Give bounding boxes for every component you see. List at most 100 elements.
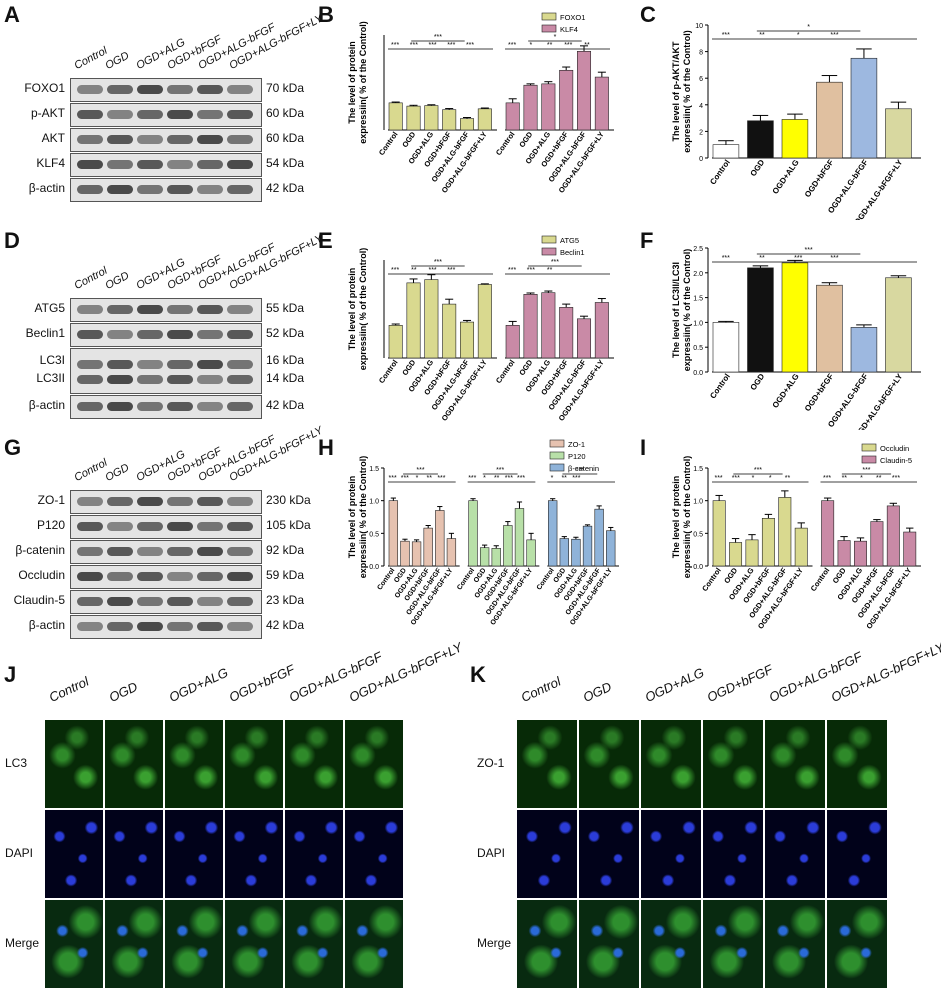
blot-band — [227, 185, 253, 194]
category-label: Control — [708, 372, 732, 400]
bar — [577, 50, 592, 131]
micro-tile — [579, 900, 639, 988]
blot-band — [77, 135, 103, 144]
bar — [406, 105, 421, 131]
panel-letter-b: B — [318, 2, 334, 27]
blot-kda-label: 105 kDa — [266, 518, 311, 532]
micro-tile — [517, 900, 577, 988]
blot-kda-label: 55 kDa — [266, 301, 305, 315]
blot-band — [167, 85, 193, 94]
panel-letter-d: D — [4, 228, 20, 253]
bar — [548, 500, 558, 567]
bar — [729, 542, 743, 567]
micro-tile — [641, 810, 701, 898]
blot-kda-label: 14 kDa — [266, 370, 305, 385]
blot-band — [197, 572, 223, 581]
blot-kda-label: 52 kDa — [266, 326, 305, 340]
blot-band — [107, 375, 133, 385]
blot-band — [197, 402, 223, 411]
category-label: OGD+ALG — [771, 158, 801, 196]
y-tick-label: 0 — [699, 156, 703, 163]
blot-band — [77, 622, 103, 631]
legend-label: ZO-1 — [568, 440, 585, 449]
legend-label: P120 — [568, 452, 586, 461]
bar-chart-i: The level of proteinexpressiin( % of the… — [671, 443, 921, 631]
sig-label: *** — [391, 42, 399, 49]
blot-band — [107, 360, 133, 369]
sig-label: *** — [391, 267, 399, 274]
blot-kda-label: 16 kDa — [266, 353, 305, 368]
blot-kda-label: 59 kDa — [266, 568, 305, 582]
legend-label: KLF4 — [560, 25, 578, 34]
category-label: OGD+bFGF — [803, 372, 836, 413]
y-tick-label: 1.5 — [693, 296, 703, 303]
blot-band — [227, 402, 253, 411]
blot-band — [77, 185, 103, 194]
sig-label: ** — [547, 42, 553, 49]
micro-tile — [579, 720, 639, 808]
sig-label: ** — [584, 42, 590, 49]
blot-strip — [70, 590, 262, 614]
sig-label: * — [529, 42, 532, 49]
bar — [406, 282, 421, 359]
panel-letter-h: H — [318, 435, 334, 460]
blot-band — [227, 497, 253, 506]
bar — [505, 102, 520, 131]
blot-kda-label: 23 kDa — [266, 593, 305, 607]
sig-label: *** — [466, 42, 474, 49]
bar — [505, 325, 520, 359]
blot-strip — [70, 128, 262, 152]
bar — [885, 108, 912, 159]
blot-band — [227, 597, 253, 606]
y-axis-label-line: The level of protein — [347, 476, 357, 559]
blot-band — [197, 375, 223, 385]
legend-swatch — [541, 24, 557, 33]
blot-protein-label: β-actin — [28, 618, 65, 632]
micro-tile — [827, 810, 887, 898]
blot-band — [167, 622, 193, 631]
sig-label: *** — [389, 475, 397, 482]
blot-band — [167, 305, 193, 314]
panel-letter-e: E — [318, 228, 333, 253]
sig-label: *** — [527, 267, 535, 274]
micro-tile — [579, 810, 639, 898]
bar — [778, 497, 792, 567]
blot-band — [137, 522, 163, 531]
sig-label: *** — [722, 255, 730, 262]
sig-label: ** — [842, 475, 848, 482]
y-tick-label: 1.0 — [693, 320, 703, 327]
sig-label: *** — [517, 475, 525, 482]
blot-band — [137, 402, 163, 411]
sig-label: *** — [576, 467, 584, 474]
micro-tile — [45, 900, 103, 988]
blot-band — [167, 547, 193, 556]
sig-label: *** — [892, 475, 900, 482]
legend-label: Beclin1 — [560, 248, 585, 257]
blot-band — [137, 135, 163, 144]
micro-tile — [827, 900, 887, 988]
micro-row-label: Merge — [5, 936, 40, 950]
blot-band — [167, 402, 193, 411]
blot-kda-label: 42 kDa — [266, 181, 305, 195]
blot-band — [77, 497, 103, 506]
blot-band — [77, 375, 103, 385]
legend-label: Occludin — [880, 444, 909, 453]
sig-label: ** — [785, 475, 791, 482]
sig-label: *** — [468, 475, 476, 482]
bar — [503, 525, 513, 567]
y-axis-label-line: expressiin( % of the Control) — [682, 249, 692, 372]
y-tick-label: 6 — [699, 76, 703, 83]
y-axis-label-line: expressiin( % of the Control) — [682, 30, 692, 153]
blot-kda-label: 60 kDa — [266, 131, 305, 145]
blot-band — [197, 185, 223, 194]
panel-letter-g: G — [4, 435, 22, 460]
category-label: OGD — [400, 130, 418, 150]
sig-label: *** — [572, 475, 580, 482]
bar — [594, 302, 609, 359]
bar — [816, 284, 843, 373]
micro-column-label: OGD+ALG — [642, 664, 707, 705]
micro-tile — [45, 810, 103, 898]
bar — [435, 510, 445, 567]
y-tick-label: 2.0 — [693, 271, 703, 278]
micro-tile — [641, 900, 701, 988]
